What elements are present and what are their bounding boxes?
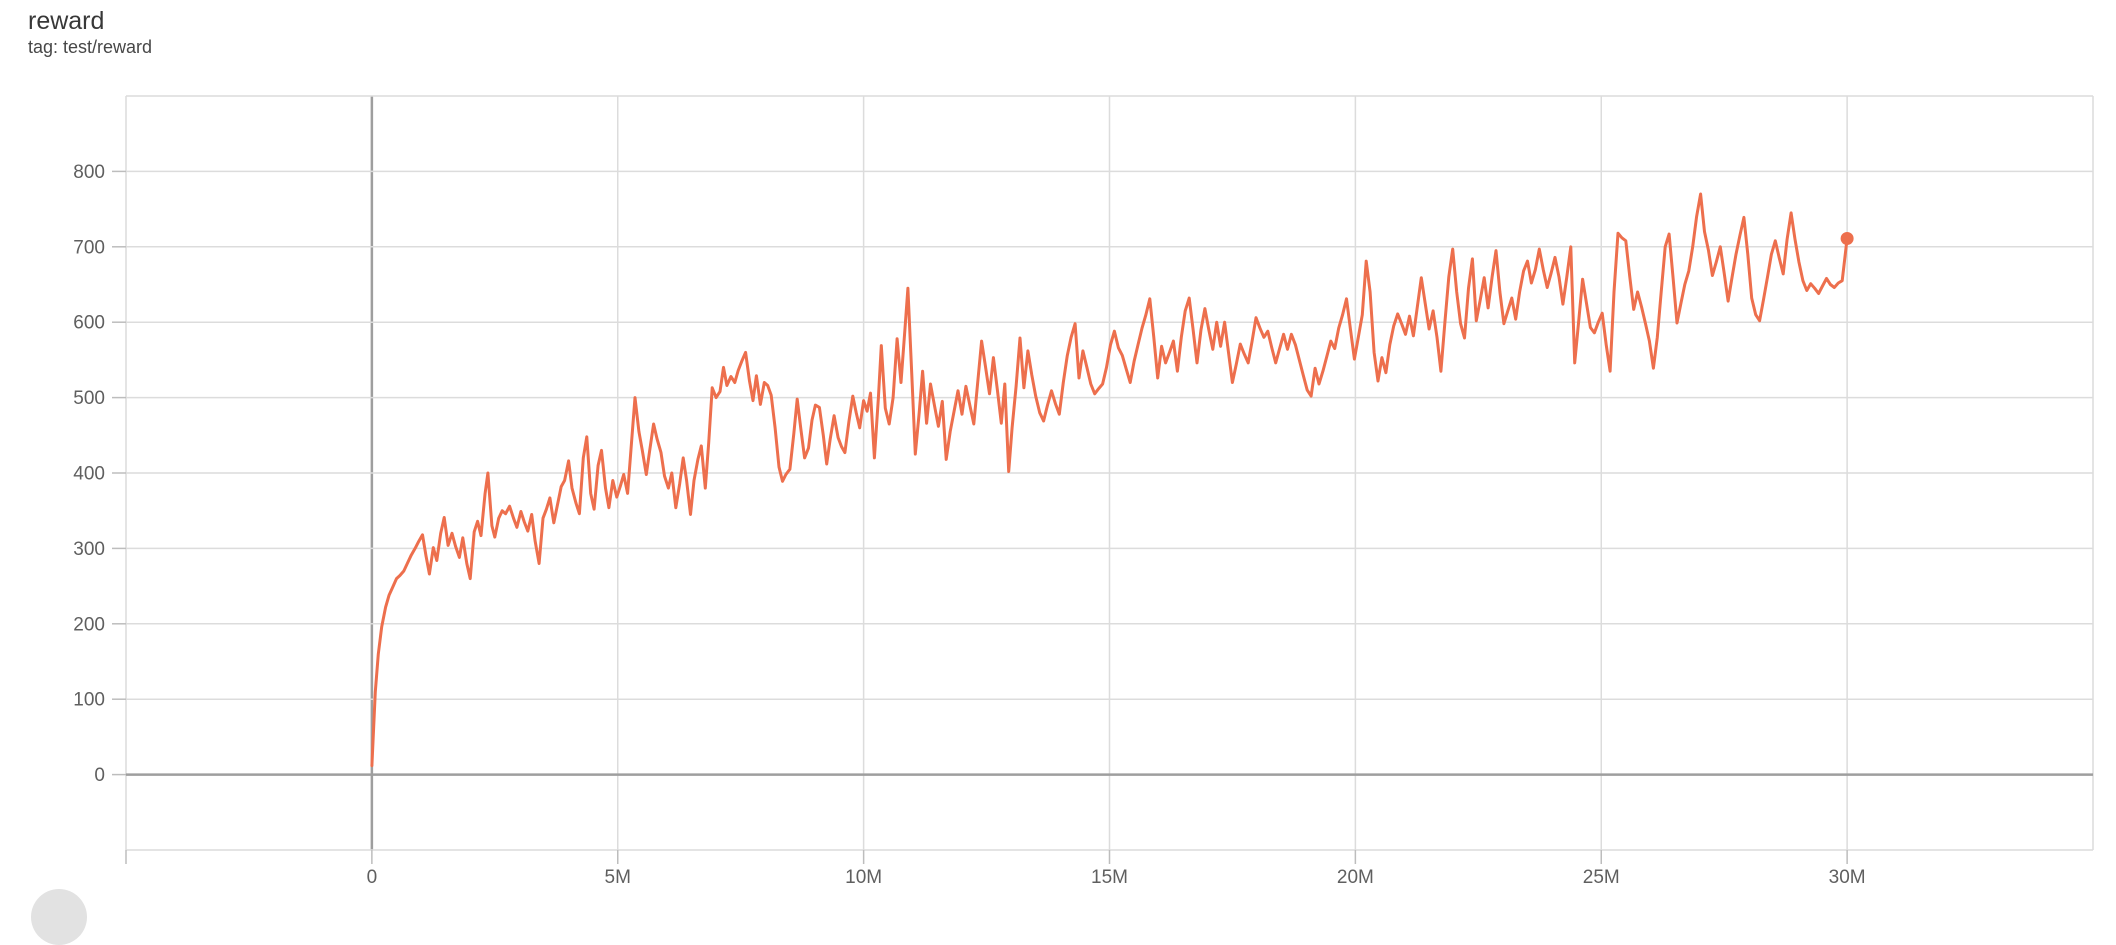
chart-subtitle: tag: test/reward bbox=[28, 37, 153, 57]
svg-text:600: 600 bbox=[73, 313, 105, 334]
gridlines bbox=[125, 95, 2094, 851]
svg-text:100: 100 bbox=[73, 690, 105, 711]
svg-text:10M: 10M bbox=[845, 867, 882, 888]
svg-text:0: 0 bbox=[94, 765, 105, 786]
svg-text:800: 800 bbox=[73, 162, 105, 183]
y-axis-labels: 0 100 200 300 400 500 600 700 800 bbox=[73, 162, 105, 786]
chart-title: reward bbox=[28, 7, 105, 35]
svg-text:300: 300 bbox=[73, 539, 105, 560]
svg-text:25M: 25M bbox=[1583, 867, 1620, 888]
svg-text:500: 500 bbox=[73, 388, 105, 409]
reward-series-line bbox=[370, 192, 1849, 768]
svg-text:30M: 30M bbox=[1829, 867, 1866, 888]
svg-text:200: 200 bbox=[73, 614, 105, 635]
floating-button-partial[interactable] bbox=[31, 889, 87, 945]
svg-text:700: 700 bbox=[73, 237, 105, 258]
axis-ticks bbox=[112, 170, 1848, 864]
svg-text:20M: 20M bbox=[1337, 867, 1374, 888]
svg-text:0: 0 bbox=[367, 867, 378, 888]
reward-line-chart[interactable]: 0 5M 10M 15M 20M 25M 30M 0 100 200 300 400 500 600 700… bbox=[0, 0, 2116, 904]
final-value-dot bbox=[1840, 232, 1854, 246]
x-axis-labels: 0 5M 10M 15M 20M 25M 30M bbox=[367, 867, 1866, 888]
svg-text:5M: 5M bbox=[605, 867, 631, 888]
svg-text:400: 400 bbox=[73, 464, 105, 485]
svg-text:15M: 15M bbox=[1091, 867, 1128, 888]
